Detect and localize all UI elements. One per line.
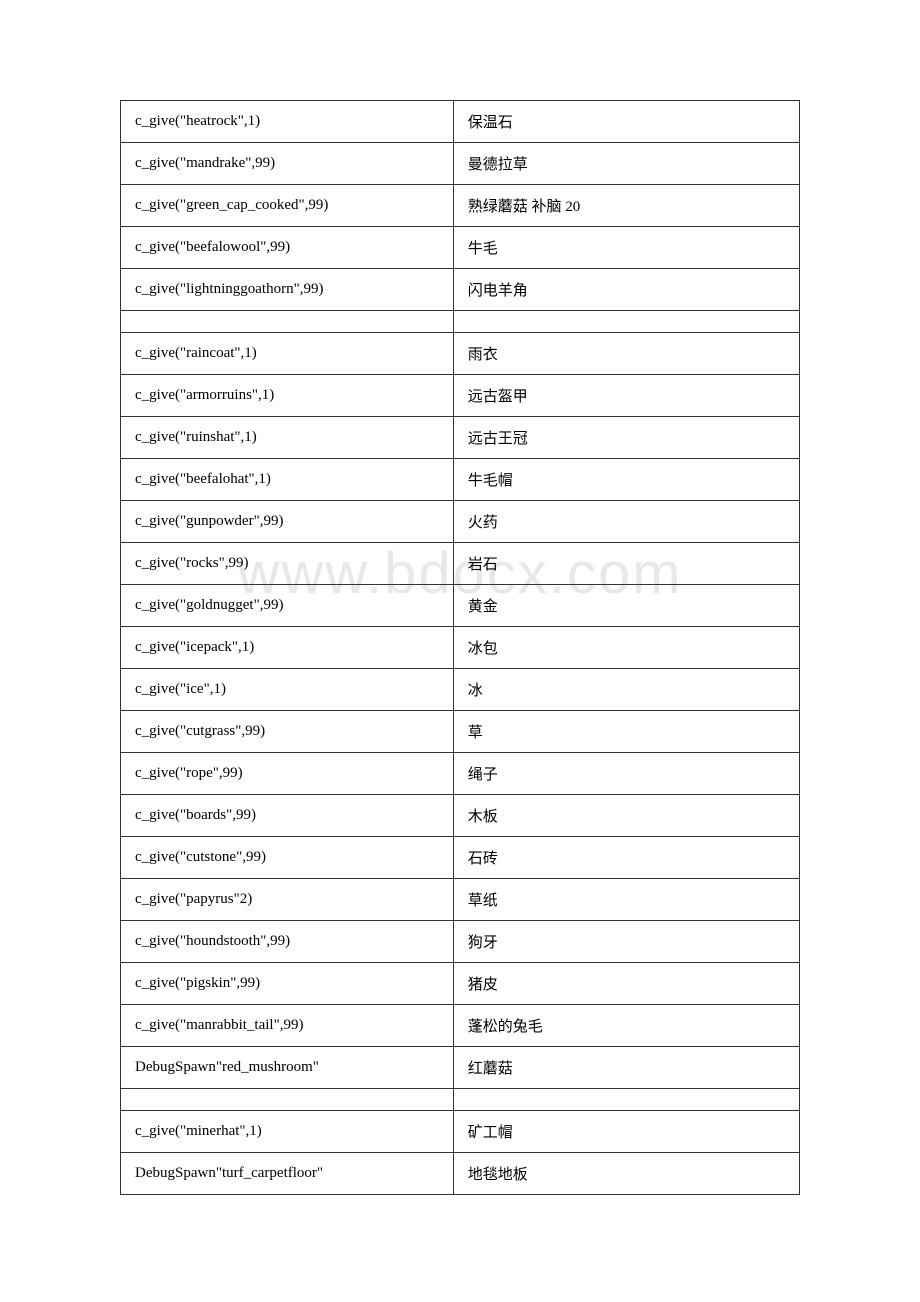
command-cell: c_give("heatrock",1) bbox=[121, 101, 454, 143]
command-cell: c_give("papyrus"2) bbox=[121, 879, 454, 921]
description-cell: 闪电羊角 bbox=[453, 269, 799, 311]
description-cell: 雨衣 bbox=[453, 333, 799, 375]
command-cell: c_give("mandrake",99) bbox=[121, 143, 454, 185]
command-cell: c_give("ruinshat",1) bbox=[121, 417, 454, 459]
description-cell: 远古盔甲 bbox=[453, 375, 799, 417]
commands-table: c_give("heatrock",1)保温石c_give("mandrake"… bbox=[120, 100, 800, 1195]
table-row: c_give("icepack",1)冰包 bbox=[121, 627, 800, 669]
table-row: c_give("cutgrass",99)草 bbox=[121, 711, 800, 753]
command-cell: c_give("rocks",99) bbox=[121, 543, 454, 585]
description-cell: 远古王冠 bbox=[453, 417, 799, 459]
description-cell: 冰 bbox=[453, 669, 799, 711]
command-cell: c_give("rope",99) bbox=[121, 753, 454, 795]
description-cell: 岩石 bbox=[453, 543, 799, 585]
table-row: c_give("goldnugget",99)黄金 bbox=[121, 585, 800, 627]
description-cell: 草 bbox=[453, 711, 799, 753]
table-row: c_give("papyrus"2)草纸 bbox=[121, 879, 800, 921]
description-cell: 曼德拉草 bbox=[453, 143, 799, 185]
command-cell: c_give("icepack",1) bbox=[121, 627, 454, 669]
table-row: c_give("gunpowder",99)火药 bbox=[121, 501, 800, 543]
table-row: c_give("rope",99)绳子 bbox=[121, 753, 800, 795]
description-cell bbox=[453, 311, 799, 333]
command-cell: c_give("minerhat",1) bbox=[121, 1111, 454, 1153]
description-cell: 蓬松的兔毛 bbox=[453, 1005, 799, 1047]
command-cell: c_give("ice",1) bbox=[121, 669, 454, 711]
command-cell: c_give("armorruins",1) bbox=[121, 375, 454, 417]
command-cell: c_give("houndstooth",99) bbox=[121, 921, 454, 963]
description-cell: 绳子 bbox=[453, 753, 799, 795]
command-cell: c_give("manrabbit_tail",99) bbox=[121, 1005, 454, 1047]
description-cell: 矿工帽 bbox=[453, 1111, 799, 1153]
description-cell: 冰包 bbox=[453, 627, 799, 669]
command-cell bbox=[121, 1089, 454, 1111]
table-row bbox=[121, 1089, 800, 1111]
table-row: c_give("ice",1)冰 bbox=[121, 669, 800, 711]
table-row: c_give("raincoat",1)雨衣 bbox=[121, 333, 800, 375]
command-cell: c_give("cutstone",99) bbox=[121, 837, 454, 879]
table-row: c_give("heatrock",1)保温石 bbox=[121, 101, 800, 143]
table-row: c_give("armorruins",1)远古盔甲 bbox=[121, 375, 800, 417]
description-cell: 草纸 bbox=[453, 879, 799, 921]
table-body: c_give("heatrock",1)保温石c_give("mandrake"… bbox=[121, 101, 800, 1195]
description-cell: 熟绿蘑菇 补脑 20 bbox=[453, 185, 799, 227]
description-cell: 火药 bbox=[453, 501, 799, 543]
description-cell: 黄金 bbox=[453, 585, 799, 627]
command-cell: c_give("raincoat",1) bbox=[121, 333, 454, 375]
description-cell bbox=[453, 1089, 799, 1111]
command-cell: c_give("green_cap_cooked",99) bbox=[121, 185, 454, 227]
table-row: c_give("manrabbit_tail",99)蓬松的兔毛 bbox=[121, 1005, 800, 1047]
description-cell: 地毯地板 bbox=[453, 1153, 799, 1195]
table-row: c_give("rocks",99)岩石 bbox=[121, 543, 800, 585]
table-row: c_give("boards",99)木板 bbox=[121, 795, 800, 837]
table-row: c_give("minerhat",1)矿工帽 bbox=[121, 1111, 800, 1153]
command-cell: c_give("gunpowder",99) bbox=[121, 501, 454, 543]
table-row: c_give("houndstooth",99)狗牙 bbox=[121, 921, 800, 963]
table-row: c_give("cutstone",99)石砖 bbox=[121, 837, 800, 879]
description-cell: 石砖 bbox=[453, 837, 799, 879]
table-row: c_give("green_cap_cooked",99)熟绿蘑菇 补脑 20 bbox=[121, 185, 800, 227]
table-row: DebugSpawn"red_mushroom"红蘑菇 bbox=[121, 1047, 800, 1089]
description-cell: 保温石 bbox=[453, 101, 799, 143]
command-cell: c_give("beefalowool",99) bbox=[121, 227, 454, 269]
description-cell: 木板 bbox=[453, 795, 799, 837]
command-cell: c_give("beefalohat",1) bbox=[121, 459, 454, 501]
description-cell: 牛毛 bbox=[453, 227, 799, 269]
table-row: c_give("beefalowool",99)牛毛 bbox=[121, 227, 800, 269]
table-row: c_give("beefalohat",1)牛毛帽 bbox=[121, 459, 800, 501]
table-row: c_give("ruinshat",1)远古王冠 bbox=[121, 417, 800, 459]
command-cell bbox=[121, 311, 454, 333]
table-row: DebugSpawn"turf_carpetfloor"地毯地板 bbox=[121, 1153, 800, 1195]
command-cell: DebugSpawn"red_mushroom" bbox=[121, 1047, 454, 1089]
command-cell: c_give("cutgrass",99) bbox=[121, 711, 454, 753]
description-cell: 红蘑菇 bbox=[453, 1047, 799, 1089]
table-row bbox=[121, 311, 800, 333]
description-cell: 牛毛帽 bbox=[453, 459, 799, 501]
description-cell: 猪皮 bbox=[453, 963, 799, 1005]
table-row: c_give("lightninggoathorn",99)闪电羊角 bbox=[121, 269, 800, 311]
description-cell: 狗牙 bbox=[453, 921, 799, 963]
command-cell: c_give("pigskin",99) bbox=[121, 963, 454, 1005]
command-cell: c_give("goldnugget",99) bbox=[121, 585, 454, 627]
command-cell: DebugSpawn"turf_carpetfloor" bbox=[121, 1153, 454, 1195]
table-row: c_give("pigskin",99)猪皮 bbox=[121, 963, 800, 1005]
command-cell: c_give("boards",99) bbox=[121, 795, 454, 837]
command-cell: c_give("lightninggoathorn",99) bbox=[121, 269, 454, 311]
table-row: c_give("mandrake",99)曼德拉草 bbox=[121, 143, 800, 185]
